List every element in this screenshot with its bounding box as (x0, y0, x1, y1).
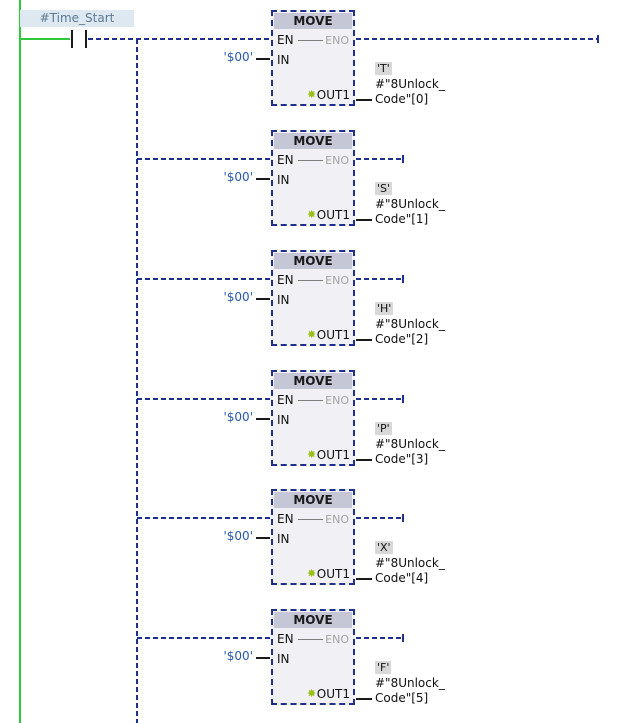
in-pin-label: IN (277, 53, 290, 67)
status-gear-icon: ✸ (307, 567, 317, 580)
out-operand[interactable]: #"8Unlock_ Code"[0] (375, 77, 445, 107)
constant-value: 'P' (375, 422, 392, 435)
out-operand[interactable]: #"8Unlock_ Code"[5] (375, 676, 445, 706)
in-pin-label: IN (277, 413, 290, 427)
out-pin-label: OUT1 (316, 687, 350, 701)
eno-pin-label: ENO (325, 633, 349, 646)
block-title: MOVE (274, 133, 352, 149)
en-pin-label: EN (277, 512, 294, 526)
constant-value: 'S' (375, 182, 393, 195)
out-operand-line2: Code"[4] (375, 571, 429, 585)
in-pin-label: IN (277, 532, 290, 546)
out-operand-line2: Code"[3] (375, 452, 429, 466)
en-eno-link (298, 400, 323, 401)
status-gear-icon: ✸ (307, 208, 317, 221)
out-operand-line2: Code"[1] (375, 212, 429, 226)
en-pin-label: EN (277, 153, 294, 167)
en-pin-label: EN (277, 393, 294, 407)
in-operand[interactable]: '$00' (223, 290, 253, 304)
block-title: MOVE (274, 13, 352, 29)
out-operand[interactable]: #"8Unlock_ Code"[3] (375, 437, 445, 467)
status-gear-icon: ✸ (307, 448, 317, 461)
block-title: MOVE (274, 373, 352, 389)
eno-pin-label: ENO (325, 513, 349, 526)
move-block[interactable]: MOVE EN ENO IN ✸ OUT1 (271, 489, 355, 585)
constant-value: 'X' (375, 541, 393, 554)
move-block[interactable]: MOVE EN ENO IN ✸ OUT1 (271, 609, 355, 705)
out-operand-line2: Code"[5] (375, 691, 429, 705)
en-pin-label: EN (277, 33, 294, 47)
move-block[interactable]: MOVE EN ENO IN ✸ OUT1 (271, 10, 355, 106)
in-operand[interactable]: '$00' (223, 649, 253, 663)
out-operand[interactable]: #"8Unlock_ Code"[4] (375, 556, 445, 586)
constant-value: 'F' (375, 661, 392, 674)
in-operand[interactable]: '$00' (223, 50, 253, 64)
move-block[interactable]: MOVE EN ENO IN ✸ OUT1 (271, 370, 355, 466)
out-operand-line1: #"8Unlock_ (375, 556, 445, 570)
out-operand-line1: #"8Unlock_ (375, 77, 445, 91)
status-gear-icon: ✸ (307, 88, 317, 101)
move-block[interactable]: MOVE EN ENO IN ✸ OUT1 (271, 130, 355, 226)
in-pin-label: IN (277, 652, 290, 666)
en-pin-label: EN (277, 273, 294, 287)
out-operand-line1: #"8Unlock_ (375, 197, 445, 211)
in-operand[interactable]: '$00' (223, 529, 253, 543)
out-operand-line1: #"8Unlock_ (375, 317, 445, 331)
eno-pin-label: ENO (325, 274, 349, 287)
en-eno-link (298, 639, 323, 640)
block-title: MOVE (274, 492, 352, 508)
eno-pin-label: ENO (325, 394, 349, 407)
out-operand[interactable]: #"8Unlock_ Code"[1] (375, 197, 445, 227)
en-eno-link (298, 40, 323, 41)
out-pin-label: OUT1 (316, 328, 350, 342)
en-eno-link (298, 280, 323, 281)
out-operand-line2: Code"[2] (375, 332, 429, 346)
constant-value: 'T' (375, 62, 392, 75)
out-pin-label: OUT1 (316, 567, 350, 581)
out-operand-line1: #"8Unlock_ (375, 437, 445, 451)
en-pin-label: EN (277, 632, 294, 646)
out-pin-label: OUT1 (316, 208, 350, 222)
out-operand-line1: #"8Unlock_ (375, 676, 445, 690)
out-pin-label: OUT1 (316, 88, 350, 102)
eno-pin-label: ENO (325, 34, 349, 47)
in-pin-label: IN (277, 173, 290, 187)
move-block[interactable]: MOVE EN ENO IN ✸ OUT1 (271, 250, 355, 346)
out-operand[interactable]: #"8Unlock_ Code"[2] (375, 317, 445, 347)
out-pin-label: OUT1 (316, 448, 350, 462)
in-operand[interactable]: '$00' (223, 410, 253, 424)
en-eno-link (298, 160, 323, 161)
block-title: MOVE (274, 253, 352, 269)
en-eno-link (298, 519, 323, 520)
contact-label[interactable]: #Time_Start (20, 10, 134, 27)
out-operand-line2: Code"[0] (375, 92, 429, 106)
status-gear-icon: ✸ (307, 328, 317, 341)
block-title: MOVE (274, 612, 352, 628)
status-gear-icon: ✸ (307, 687, 317, 700)
in-operand[interactable]: '$00' (223, 170, 253, 184)
in-pin-label: IN (277, 293, 290, 307)
constant-value: 'H' (375, 302, 394, 315)
eno-pin-label: ENO (325, 154, 349, 167)
